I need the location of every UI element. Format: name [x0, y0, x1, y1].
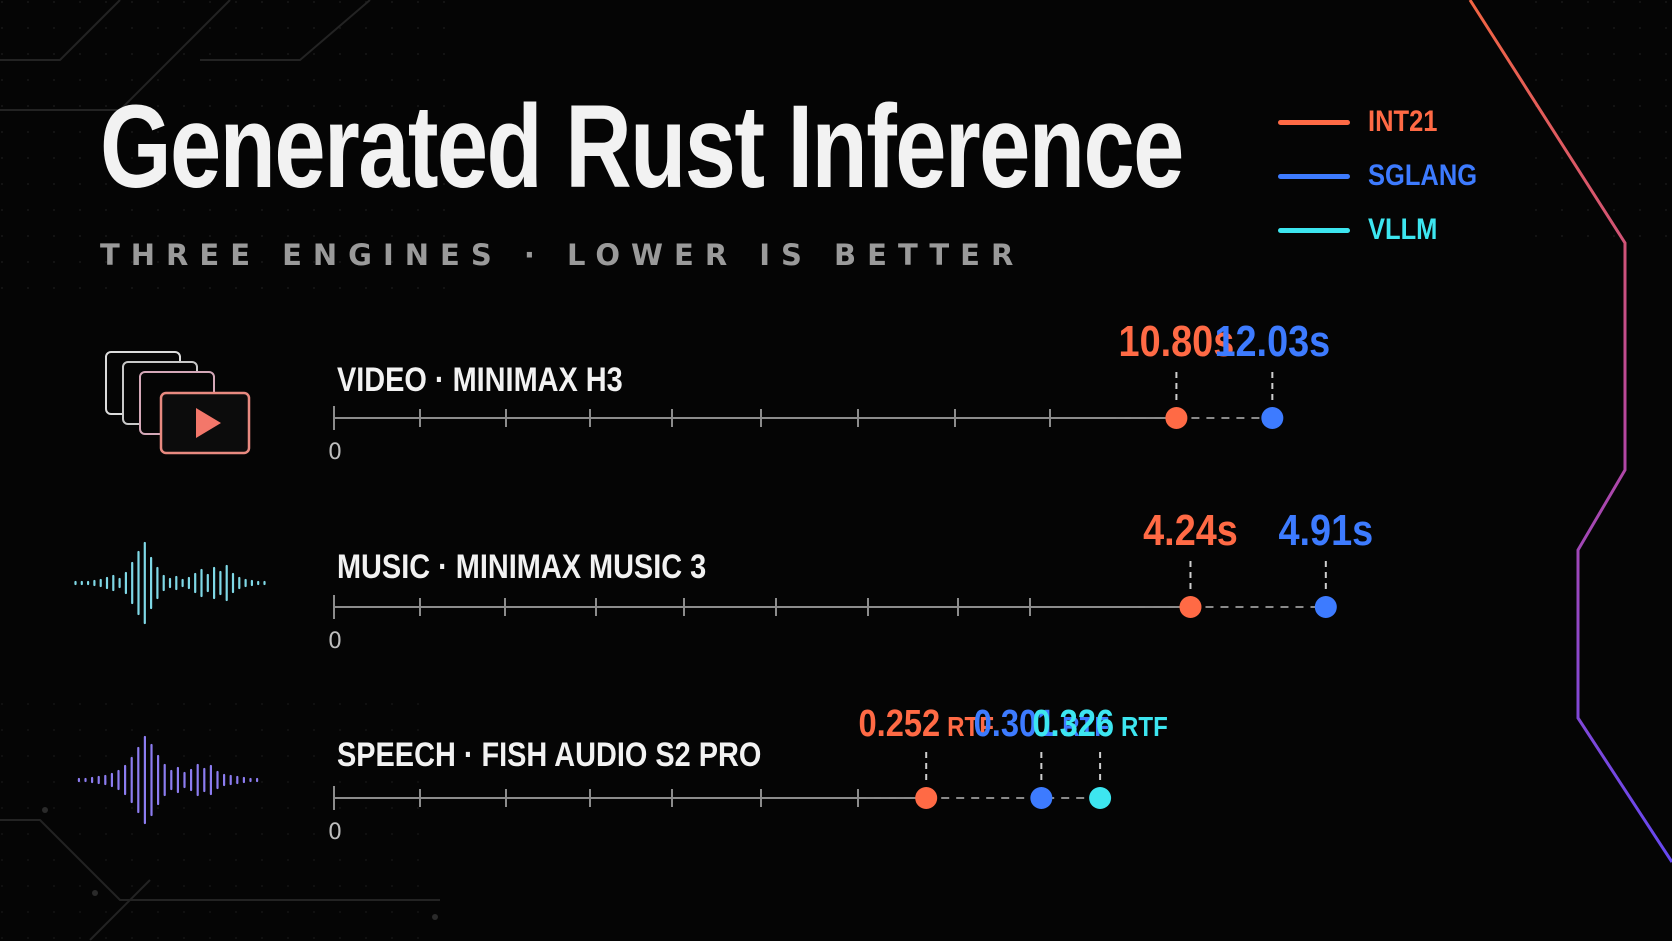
chart-row-music: MUSIC · MINIMAX MUSIC 3 0 4.24s 4.91s: [328, 505, 1373, 654]
axis-zero-label: 0: [328, 440, 342, 465]
row-title: VIDEO · MINIMAX H3: [337, 360, 623, 399]
value-label-int21: 10.80s: [1119, 316, 1235, 365]
point-int21: [1179, 596, 1202, 618]
point-int21: [915, 787, 938, 809]
legend-item-vllm: VLLM: [1278, 210, 1498, 250]
value-label-int21: 0.252 RTF: [858, 702, 993, 745]
point-sglang: [1261, 407, 1284, 429]
value-label-sglang: 12.03s: [1214, 316, 1330, 365]
row-title: MUSIC · MINIMAX MUSIC 3: [337, 547, 706, 586]
value-label-int21: 4.24s: [1143, 505, 1238, 554]
video-stack-icon: [105, 351, 251, 455]
legend-label-vllm: VLLM: [1368, 213, 1438, 246]
legend-swatch-vllm: [1278, 228, 1350, 233]
legend-item-int21: INT21: [1278, 102, 1498, 142]
music-waveform-icon: [74, 541, 266, 625]
value-label-sglang: 4.91s: [1278, 505, 1373, 554]
point-sglang: [1030, 787, 1053, 809]
point-int21: [1165, 407, 1188, 429]
row-title: SPEECH · FISH AUDIO S2 PRO: [337, 735, 761, 774]
axis-zero-label: 0: [328, 629, 342, 654]
speech-waveform-icon: [77, 735, 259, 825]
value-label-vllm: 0.326 RTF: [1032, 702, 1167, 745]
legend-swatch-sglang: [1278, 174, 1350, 179]
point-vllm: [1089, 787, 1112, 809]
chart-row-speech: SPEECH · FISH AUDIO S2 PRO 0 0.252 RTF0.301…: [328, 702, 1168, 845]
value-label-sglang: 0.301 RTF: [974, 702, 1109, 745]
page-title: Generated Rust Inference: [100, 81, 1184, 213]
legend-swatch-int21: [1278, 120, 1350, 125]
legend-item-sglang: SGLANG: [1278, 156, 1498, 196]
legend-label-sglang: SGLANG: [1368, 159, 1478, 192]
legend-label-int21: INT21: [1368, 105, 1438, 138]
page-subtitle: THREE ENGINES · LOWER IS BETTER: [100, 238, 1025, 272]
point-sglang: [1314, 596, 1337, 618]
axis-zero-label: 0: [328, 820, 342, 845]
